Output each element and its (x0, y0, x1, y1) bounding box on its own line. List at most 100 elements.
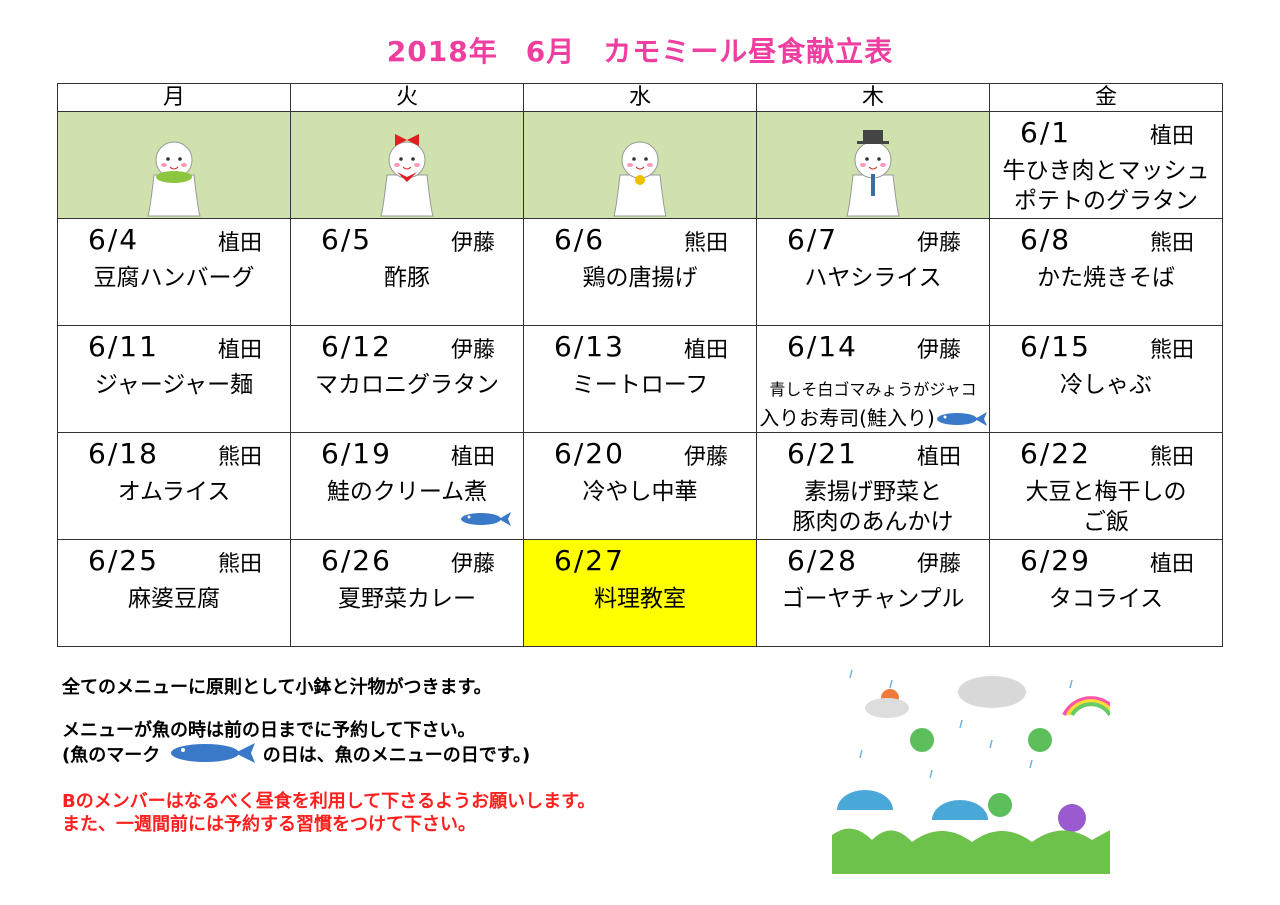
menu-line: 豚肉のあんかけ (792, 509, 954, 535)
decoration-cell (523, 111, 757, 219)
menu-line: タコライス (1048, 586, 1164, 612)
teru-teru-bozu-green-bow-icon (147, 141, 201, 217)
cell-date: 6/4 (88, 223, 140, 256)
menu-line: ご飯 (1083, 509, 1129, 535)
menu-line: オムライス (117, 479, 231, 505)
cell-cook: 植田 (450, 445, 495, 470)
note-fish-mark-b: の日は、魚のメニューの日です。) (262, 745, 531, 766)
cell-date: 6/5 (321, 223, 373, 256)
cell-menu: 夏野菜カレー (291, 584, 523, 614)
note-fish-reservation: メニューが魚の時は前の日までに予約して下さい。 (62, 720, 476, 741)
cell-menu: 冷しゃぶ (990, 370, 1222, 400)
cell-date: 6/1 (1020, 116, 1072, 149)
day-cell: 6/14 伊藤 青しそ白ゴマみょうがジャコ 入りお寿司(鮭入り) (756, 325, 990, 434)
cell-menu: ハヤシライス (757, 263, 989, 293)
menu-line: 入りお寿司(鮭入り) (759, 406, 935, 430)
menu-line: ポテトのグラタン (1014, 188, 1198, 214)
week-row: 6/11 植田 ジャージャー麺 6/12 伊藤 マカロニグラタン 6/13 植田 ミートローフ 6… (57, 325, 1223, 434)
menu-line: ゴーヤチャンプル (781, 586, 965, 612)
day-cell: 6/7 伊藤 ハヤシライス (756, 218, 990, 326)
day-header: 火 (290, 83, 524, 112)
cell-cook: 植田 (683, 338, 728, 363)
cell-menu: 鮭のクリーム煮 (291, 477, 523, 507)
day-header: 水 (523, 83, 757, 112)
menu-line: 冷しゃぶ (1060, 372, 1152, 398)
cell-cook: 植田 (1149, 124, 1194, 149)
cell-menu: 素揚げ野菜と 豚肉のあんかけ (757, 477, 989, 537)
title-month: 6月 (525, 35, 576, 68)
menu-line: ジャージャー麺 (94, 372, 254, 398)
cell-menu: 青しそ白ゴマみょうがジャコ入りお寿司(鮭入り) (757, 376, 989, 434)
cell-cook: 伊藤 (916, 231, 961, 256)
day-cell: 6/27 料理教室 (523, 539, 757, 647)
cell-date: 6/18 (88, 437, 159, 470)
day-cell: 6/29 植田タコライス (989, 539, 1223, 647)
note-fish-mark-a: (魚のマーク (62, 745, 161, 766)
cell-date: 6/13 (554, 330, 625, 363)
cell-cook: 伊藤 (450, 338, 495, 363)
cell-menu: ゴーヤチャンプル (757, 584, 989, 614)
day-cell: 6/1 植田牛ひき肉とマッシュ ポテトのグラタン (989, 111, 1223, 219)
cell-menu: 麻婆豆腐 (58, 584, 290, 614)
day-cell: 6/12 伊藤 マカロニグラタン (290, 325, 524, 433)
week-row: 6/25 熊田 麻婆豆腐 6/26 伊藤 夏野菜カレー 6/27 料理教室 6/28 伊藤 ゴーヤチ… (57, 539, 1223, 647)
cell-menu: ジャージャー麺 (58, 370, 290, 400)
teru-teru-bozu-bell-icon (613, 141, 667, 217)
day-cell: 6/6 熊田鶏の唐揚げ (523, 218, 757, 326)
fish-icon (167, 742, 257, 770)
cell-date: 6/20 (554, 437, 625, 470)
day-cell: 6/8 熊田 かた焼きそば (989, 218, 1223, 326)
day-cell: 6/11 植田ジャージャー麺 (57, 325, 291, 433)
note-member-request: Bのメンバーはなるべく昼食を利用して下さるようお願いします。 (62, 791, 596, 812)
menu-line: 鶏の唐揚げ (582, 265, 698, 291)
day-header: 木 (756, 83, 990, 112)
cell-cook: 伊藤 (916, 338, 961, 363)
cell-date: 6/21 (787, 437, 858, 470)
day-cell: 6/25 熊田 麻婆豆腐 (57, 539, 291, 647)
day-cell: 6/26 伊藤 夏野菜カレー (290, 539, 524, 647)
day-cell: 6/28 伊藤 ゴーヤチャンプル (756, 539, 990, 647)
cell-date: 6/22 (1020, 437, 1091, 470)
menu-line: 冷やし中華 (582, 479, 698, 505)
cell-menu: 大豆と梅干しの ご飯 (990, 477, 1222, 537)
page-title: 2018年 6月 カモミール昼食献立表 (0, 30, 1280, 70)
cell-menu: 牛ひき肉とマッシュ ポテトのグラタン (990, 156, 1222, 216)
cell-date: 6/25 (88, 544, 159, 577)
cell-cook: 熊田 (1149, 445, 1194, 470)
menu-line: 牛ひき肉とマッシュ (1002, 158, 1210, 184)
cell-menu: 冷やし中華 (524, 477, 756, 507)
cell-date: 6/19 (321, 437, 392, 470)
cell-menu: オムライス (58, 477, 290, 507)
cell-date: 6/27 (554, 544, 625, 577)
menu-line: ミートローフ (571, 372, 709, 398)
title-year: 2018年 (386, 35, 498, 68)
cell-menu: 豆腐ハンバーグ (58, 263, 290, 293)
cell-date: 6/11 (88, 330, 159, 363)
cell-date: 6/8 (1020, 223, 1072, 256)
cell-date: 6/29 (1020, 544, 1091, 577)
cell-cook: 熊田 (683, 231, 728, 256)
menu-line: かた焼きそば (1037, 265, 1175, 291)
day-cell: 6/20 伊藤冷やし中華 (523, 432, 757, 540)
cell-date: 6/12 (321, 330, 392, 363)
week-row: 6/4 植田 豆腐ハンバーグ 6/5 伊藤 酢豚 6/6 熊田 鶏の唐揚げ 6/7 伊藤 ハヤシライス… (57, 218, 1223, 326)
menu-line: 豆腐ハンバーグ (93, 265, 255, 291)
day-cell: 6/22 熊田大豆と梅干しの ご飯 (989, 432, 1223, 540)
menu-line: 料理教室 (594, 586, 686, 612)
cell-cook: 植田 (916, 445, 961, 470)
cell-cook: 植田 (1149, 552, 1194, 577)
cell-cook: 植田 (217, 338, 262, 363)
cell-date: 6/15 (1020, 330, 1091, 363)
cell-date: 6/6 (554, 223, 606, 256)
menu-line: ハヤシライス (804, 265, 942, 291)
menu-line: 青しそ白ゴマみょうがジャコ (769, 380, 977, 399)
menu-line: 鮭のクリーム煮 (326, 479, 488, 505)
day-cell: 6/15 熊田 冷しゃぶ (989, 325, 1223, 433)
day-cell: 6/18 熊田 オムライス (57, 432, 291, 540)
menu-line: 夏野菜カレー (338, 586, 476, 612)
cell-cook: 伊藤 (683, 445, 728, 470)
fish-icon (935, 406, 987, 434)
teru-teru-bozu-top-hat-icon (846, 130, 900, 217)
decoration-cell (756, 111, 990, 219)
